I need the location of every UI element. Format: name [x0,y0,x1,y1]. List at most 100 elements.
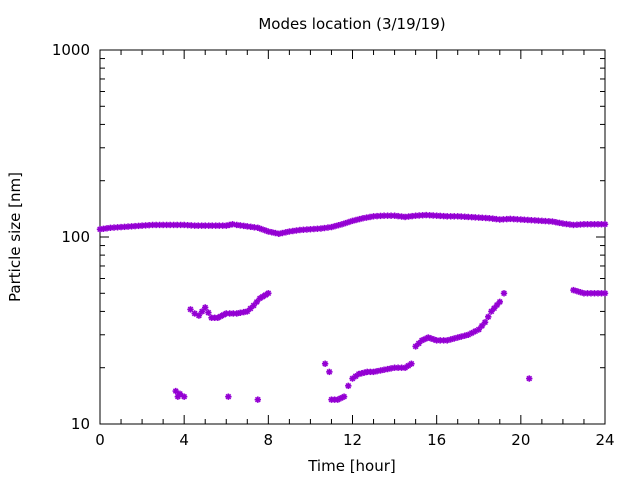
chart-title: Modes location (3/19/19) [258,15,445,33]
data-point [535,217,542,224]
data-point [225,393,232,400]
data-point [405,362,412,369]
data-point [451,335,458,342]
data-point [187,222,195,229]
data-point [240,222,247,230]
data-point [482,214,489,222]
x-tick-label: 16 [427,431,446,449]
data-point [430,336,438,343]
data-point [524,216,532,224]
y-axis-label: Particle size [nm] [6,172,24,302]
data-point [412,343,419,350]
data-point [493,215,500,223]
data-point [377,367,384,374]
data-point [321,360,329,367]
data-point [314,225,321,232]
data-point [577,289,584,296]
data-point [205,309,212,316]
data-point [493,301,501,309]
data-point [398,364,405,371]
x-axis-label: Time [hour] [307,457,396,475]
y-tick-labels: 10 100 1000 [52,41,90,433]
data-point [419,212,426,219]
x-tick-labels: 0 4 8 12 16 20 24 [95,431,614,449]
data-point [345,382,352,390]
data-point [503,215,511,223]
data-point [261,227,269,234]
data-point [240,308,247,316]
axis-ticks [99,49,606,425]
data-point [172,387,179,395]
data-point [566,221,574,228]
plot-area [99,49,606,425]
data-point [440,212,447,220]
data-point [180,393,188,400]
data-point [587,290,595,297]
data-point [429,212,437,219]
x-tick-label: 4 [179,431,189,449]
data-point [387,212,395,219]
x-tick-label: 12 [343,431,362,449]
data-point [124,223,132,230]
data-point [114,224,121,231]
data-point [500,290,508,297]
data-point [247,305,254,312]
data-point [198,308,206,315]
y-tick-label: 1000 [52,41,90,59]
data-point [587,221,595,228]
data-point [361,369,368,376]
data-point [282,229,290,236]
data-point [103,225,111,232]
data-point [324,224,332,231]
data-point [481,319,489,326]
data-point [573,221,581,228]
data-point [472,328,479,335]
data-point [331,396,338,403]
data-point [209,222,216,229]
data-point [577,221,584,228]
data-point [598,221,605,228]
data-point [187,306,194,313]
data-point [254,396,262,403]
data-point [485,313,492,321]
data-point [253,298,260,306]
data-point [526,375,533,382]
data-point [514,216,521,223]
y-tick-label: 100 [61,228,90,246]
data-point [145,221,153,229]
data-point [421,335,429,343]
data-point [219,222,226,229]
data-point [135,222,142,230]
data-point [226,221,233,229]
x-tick-label: 20 [511,431,530,449]
data-points [96,211,609,403]
data-point [366,213,374,221]
data-point [461,213,468,220]
data-point [198,222,205,229]
y-tick-label: 10 [71,415,90,433]
data-point [545,218,553,225]
data-point [367,368,374,376]
data-point [356,215,363,223]
data-point [415,340,422,347]
x-tick-label: 8 [264,431,274,449]
data-point [387,365,395,372]
data-point [176,390,184,398]
data-point [177,221,184,229]
data-point [451,213,458,220]
data-point [251,224,258,231]
data-point [211,314,218,321]
data-point [156,221,163,229]
data-point [352,373,359,380]
data-point [262,291,269,299]
data-point [408,212,416,220]
data-point [166,221,174,229]
data-point [303,226,311,233]
data-point [556,219,563,227]
data-point [398,213,405,220]
x-tick-label: 0 [95,431,105,449]
data-point [345,218,353,226]
data-point [472,214,479,221]
data-point [461,332,468,339]
